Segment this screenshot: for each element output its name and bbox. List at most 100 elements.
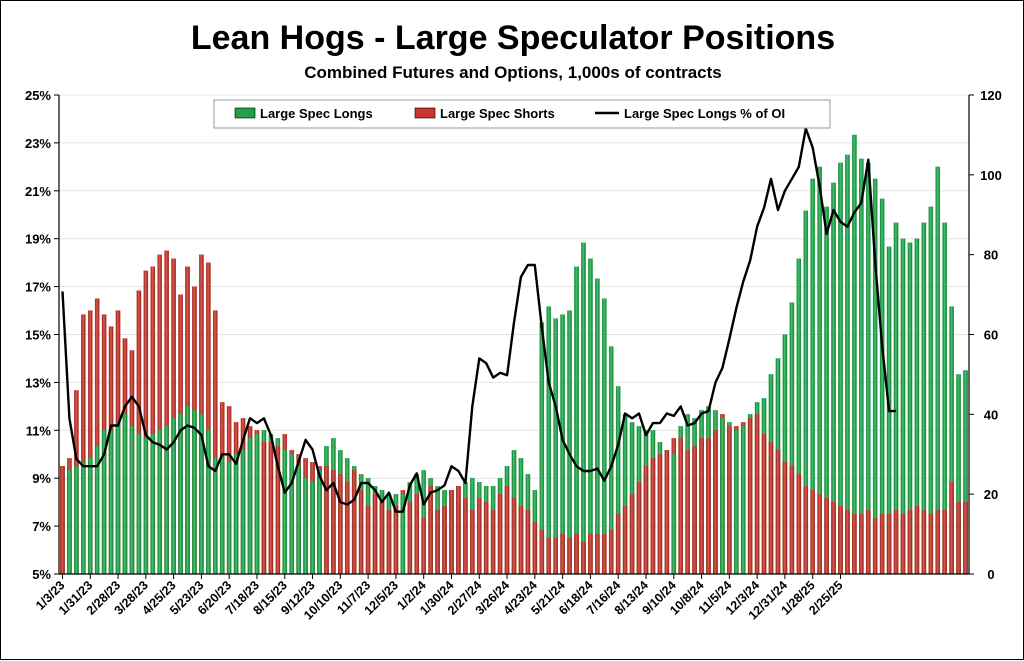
bar-longs — [122, 414, 128, 575]
bar-shorts — [657, 454, 663, 575]
bar-longs — [192, 410, 197, 575]
bar-shorts — [393, 505, 399, 575]
y-left-tick-label: 19% — [25, 232, 51, 247]
bar-shorts — [629, 494, 635, 575]
bar-shorts — [407, 501, 413, 575]
bar-shorts — [727, 426, 732, 575]
bar-longs — [671, 454, 677, 575]
y-right-tick-label: 0 — [987, 567, 994, 582]
bar-shorts — [490, 509, 496, 575]
y-left-tick-label: 11% — [26, 423, 52, 438]
bar-shorts — [574, 533, 579, 575]
bar-shorts — [483, 501, 489, 575]
bar-longs — [581, 242, 586, 575]
line-longs-pct-oi — [61, 127, 897, 513]
bar-longs — [317, 470, 322, 575]
bar-shorts — [761, 434, 767, 575]
bar-shorts — [838, 505, 843, 575]
bar-shorts — [754, 414, 760, 575]
bar-shorts — [824, 498, 829, 575]
bar-shorts — [678, 438, 684, 575]
bar-shorts — [386, 509, 392, 575]
bar-longs — [254, 434, 260, 575]
y-axis-right-ticks: 0 20 40 60 80 100 120 — [969, 88, 1002, 582]
bar-shorts — [268, 442, 274, 575]
legend-box — [213, 99, 831, 129]
bar-shorts — [664, 450, 670, 575]
bar-longs — [546, 306, 552, 575]
legend-label-pct: Large Spec Longs % of OI — [624, 106, 785, 121]
bar-shorts — [914, 505, 920, 575]
bar-shorts — [504, 486, 510, 575]
y-right-tick-label: 20 — [984, 487, 998, 502]
bar-longs — [602, 298, 607, 575]
y-left-tick-label: 7% — [32, 519, 51, 534]
y-left-tick-label: 9% — [32, 471, 51, 486]
chart-subtitle: Combined Futures and Options, 1,000s of … — [304, 63, 722, 82]
y-left-tick-label: 15% — [25, 328, 51, 343]
bar-shorts — [497, 494, 503, 575]
bar-longs — [282, 450, 288, 575]
bar-longs — [136, 434, 142, 575]
bar-shorts — [713, 430, 718, 575]
bar-shorts — [643, 466, 649, 575]
bar-shorts — [615, 513, 621, 575]
bar-shorts — [463, 498, 468, 575]
bar-shorts — [685, 450, 690, 575]
y-left-tick-label: 13% — [25, 375, 51, 390]
bar-shorts — [602, 533, 607, 575]
bar-longs — [574, 266, 579, 575]
bars-combined — [60, 134, 968, 575]
bar-shorts — [470, 509, 475, 575]
bar-shorts — [956, 501, 961, 575]
bar-longs — [553, 318, 558, 575]
y-left-tick-label: 17% — [25, 280, 51, 295]
legend-label-longs: Large Spec Longs — [260, 106, 373, 121]
bar-shorts — [782, 462, 788, 575]
bar-longs — [852, 134, 857, 575]
bar-longs — [720, 418, 725, 575]
bar-shorts — [893, 509, 899, 575]
y-left-tick-label: 21% — [25, 184, 51, 199]
bar-shorts — [372, 494, 378, 575]
bar-shorts — [539, 529, 545, 575]
bar-longs — [219, 458, 225, 575]
legend-label-shorts: Large Spec Shorts — [440, 106, 555, 121]
bar-shorts — [872, 517, 878, 575]
bar-shorts — [595, 533, 600, 575]
bar-shorts — [928, 513, 934, 575]
bar-longs — [289, 454, 295, 575]
bar-shorts — [622, 505, 628, 575]
bar-shorts — [879, 513, 885, 575]
y-left-tick-label: 5% — [32, 567, 51, 582]
y-right-tick-label: 60 — [984, 328, 998, 343]
bar-shorts — [532, 521, 538, 575]
bar-longs — [178, 414, 183, 575]
bar-shorts — [560, 533, 565, 575]
bar-longs — [303, 478, 308, 575]
bar-shorts — [567, 537, 572, 575]
bar-shorts — [449, 490, 454, 575]
bar-shorts — [351, 470, 357, 575]
bar-shorts — [442, 505, 447, 575]
bar-shorts — [817, 494, 822, 575]
bar-shorts — [344, 482, 350, 575]
bar-shorts — [608, 529, 614, 575]
bar-shorts — [324, 466, 329, 575]
bar-shorts — [435, 509, 440, 575]
bar-shorts — [421, 517, 426, 575]
bar-longs — [595, 278, 600, 575]
bar-shorts — [60, 466, 65, 575]
bar-longs — [81, 462, 86, 575]
bar-shorts — [921, 509, 927, 575]
legend-swatch-longs — [234, 107, 256, 119]
bar-longs — [115, 422, 121, 575]
bar-shorts — [810, 490, 816, 575]
y-right-tick-label: 80 — [984, 248, 998, 263]
bar-shorts — [692, 446, 697, 575]
bar-shorts — [831, 501, 836, 575]
bar-shorts — [768, 442, 774, 575]
y-left-tick-label: 23% — [25, 136, 51, 151]
